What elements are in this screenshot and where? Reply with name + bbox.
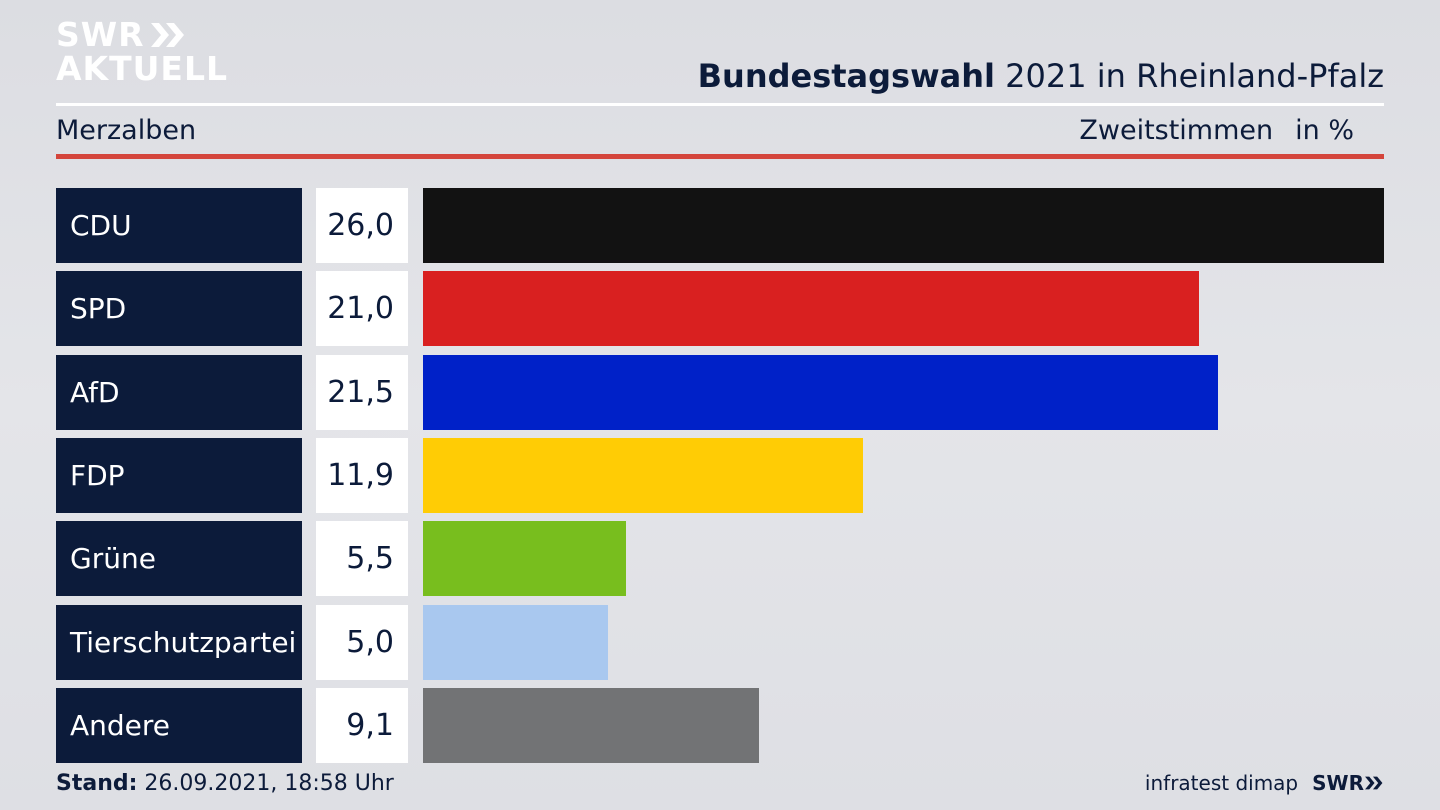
double-chevron-icon — [150, 23, 184, 47]
bar — [423, 271, 1199, 347]
swr-small-text: SWR — [1312, 771, 1364, 795]
accent-divider — [56, 154, 1384, 159]
value-label: 21,0 — [316, 271, 408, 347]
party-label: Tierschutzpartei — [56, 604, 302, 680]
value-label: 11,9 — [316, 437, 408, 513]
party-label: Andere — [56, 687, 302, 763]
value-label: 5,5 — [316, 521, 408, 597]
value-label: 26,0 — [316, 188, 408, 263]
swr-aktuell-logo: SWR AKTUELL — [56, 18, 228, 86]
bar — [423, 354, 1218, 430]
party-label: Grüne — [56, 521, 302, 597]
bar — [423, 687, 759, 763]
chart-title: Bundestagswahl 2021 in Rheinland-Pfalz — [698, 57, 1384, 95]
party-label: FDP — [56, 437, 302, 513]
header-divider — [56, 103, 1384, 106]
party-label: AfD — [56, 354, 302, 430]
value-label: 9,1 — [316, 687, 408, 763]
value-label: 5,0 — [316, 604, 408, 680]
bar — [423, 437, 863, 513]
double-chevron-icon — [1365, 776, 1383, 790]
title-rest: 2021 in Rheinland-Pfalz — [995, 57, 1384, 95]
value-label: 21,5 — [316, 354, 408, 430]
logo-line1: SWR — [56, 15, 145, 54]
stand-timestamp: 26.09.2021, 18:58 Uhr — [144, 771, 394, 796]
bar — [423, 604, 608, 680]
pollster-name: infratest dimap — [1144, 771, 1299, 795]
region-name: Merzalben — [56, 115, 197, 146]
measure-label: Zweitstimmen in % — [1079, 115, 1354, 146]
party-label: CDU — [56, 188, 302, 263]
timestamp-line: Stand: 26.09.2021, 18:58 Uhr — [56, 771, 394, 796]
title-bold: Bundestagswahl — [697, 57, 995, 95]
bar — [423, 521, 626, 597]
bar — [423, 188, 1384, 263]
swr-small-logo: SWR — [1312, 771, 1384, 795]
unit-text: in % — [1295, 115, 1354, 146]
party-label: SPD — [56, 271, 302, 347]
source-credit: infratest dimap SWR — [1145, 771, 1384, 795]
stand-label: Stand: — [56, 771, 138, 796]
logo-line2: AKTUELL — [56, 49, 229, 88]
measure-text: Zweitstimmen — [1079, 115, 1274, 146]
